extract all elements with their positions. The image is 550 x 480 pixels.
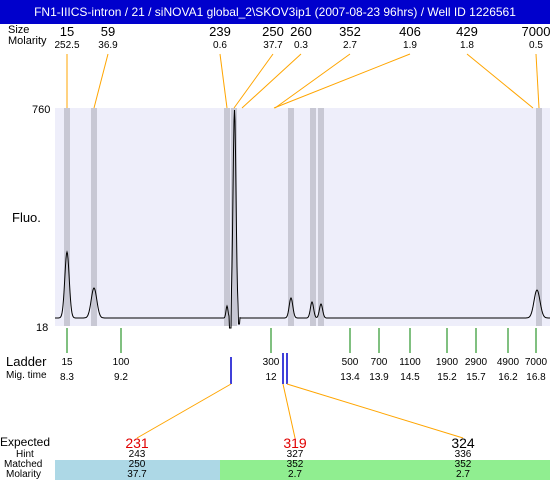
peak-band xyxy=(64,108,70,326)
matched-size: 352 xyxy=(286,459,304,470)
hint-size: 336 xyxy=(454,449,472,460)
peak-connector xyxy=(93,53,109,109)
ladder-time-label: 12 xyxy=(265,372,277,383)
fluorescence-trace xyxy=(55,109,550,329)
expected-size: 319 xyxy=(283,435,307,451)
hint-size: 243 xyxy=(128,449,146,460)
peak-size-label: 250 xyxy=(262,24,284,39)
ladder-size-label: 2900 xyxy=(464,357,488,368)
peak-size-label: 15 xyxy=(59,24,75,39)
matched-molarity: 2.7 xyxy=(288,469,302,480)
peak-connector xyxy=(233,53,274,109)
peak-connector xyxy=(535,53,540,109)
peak-size-label: 352 xyxy=(339,24,361,39)
peak-molarity-label: 37.7 xyxy=(263,40,283,51)
peak-connector xyxy=(274,53,351,109)
expected-connector xyxy=(282,383,296,439)
plot-area xyxy=(55,108,550,326)
ladder-size-label: 100 xyxy=(112,357,130,368)
match-band xyxy=(220,460,550,480)
matched-molarity: 37.7 xyxy=(127,469,147,480)
peak-band xyxy=(536,108,542,326)
peak-connector xyxy=(466,53,534,109)
expected-label: Expected xyxy=(0,435,51,449)
peak-molarity-label: 0.5 xyxy=(529,40,543,51)
ladder-size-label: 300 xyxy=(262,357,280,368)
matched-size: 250 xyxy=(128,459,146,470)
peak-molarity-label: 36.9 xyxy=(98,40,118,51)
matched-label: Matched xyxy=(4,459,43,470)
peak-molarity-label: 0.6 xyxy=(213,40,227,51)
y-max-label: 760 xyxy=(32,104,51,116)
ladder-time-label: 13.9 xyxy=(369,372,389,383)
ladder-size-label: 4900 xyxy=(496,357,520,368)
peak-size-label: 429 xyxy=(456,24,478,39)
expected-molarity-label: Molarity xyxy=(6,469,42,480)
peak-size-label: 260 xyxy=(290,24,312,39)
hint-label: Hint xyxy=(16,449,34,460)
molarity-header-label: Molarity xyxy=(8,35,47,47)
matched-molarity: 2.7 xyxy=(456,469,470,480)
hint-size: 327 xyxy=(286,449,304,460)
ladder-time-label: 16.8 xyxy=(526,372,546,383)
mig-time-label: Mig. time xyxy=(6,370,47,381)
ladder-time-label: 14.5 xyxy=(400,372,420,383)
y-axis-label: Fluo. xyxy=(12,210,41,225)
y-min-label: 18 xyxy=(36,322,49,334)
peak-band xyxy=(231,108,237,326)
peak-connector xyxy=(273,53,411,109)
expected-connector xyxy=(136,383,232,439)
peak-size-label: 239 xyxy=(209,24,231,39)
peak-band xyxy=(288,108,294,326)
ladder-size-label: 15 xyxy=(61,357,73,368)
expected-size: 231 xyxy=(125,435,149,451)
peak-size-label: 59 xyxy=(100,24,116,39)
peak-molarity-label: 252.5 xyxy=(54,40,80,51)
ladder-size-label: 700 xyxy=(370,357,388,368)
peak-band xyxy=(318,108,324,326)
peak-size-label: 7000 xyxy=(521,24,550,39)
peak-molarity-label: 1.9 xyxy=(403,40,417,51)
window-title: FN1-IIICS-intron / 21 / siNOVA1 global_2… xyxy=(0,0,550,24)
ladder-time-label: 15.2 xyxy=(437,372,457,383)
expected-connector xyxy=(286,383,464,439)
ladder-time-label: 13.4 xyxy=(340,372,360,383)
peak-connector xyxy=(219,53,228,109)
ladder-time-label: 16.2 xyxy=(498,372,518,383)
match-band xyxy=(55,460,220,480)
expected-size: 324 xyxy=(451,435,475,451)
peak-molarity-label: 1.8 xyxy=(460,40,474,51)
size-header-label: Size xyxy=(8,24,30,36)
peak-molarity-label: 2.7 xyxy=(343,40,357,51)
peak-molarity-label: 0.3 xyxy=(294,40,308,51)
peak-band xyxy=(91,108,97,326)
ladder-size-label: 1900 xyxy=(435,357,459,368)
ladder-label: Ladder xyxy=(6,354,47,369)
peak-band xyxy=(310,108,316,326)
ladder-size-label: 500 xyxy=(341,357,359,368)
ladder-size-label: 7000 xyxy=(524,357,548,368)
ladder-time-label: 9.2 xyxy=(114,372,128,383)
peak-size-label: 406 xyxy=(399,24,421,39)
peak-connector xyxy=(241,53,302,109)
peak-band xyxy=(224,108,230,326)
ladder-time-label: 8.3 xyxy=(60,372,74,383)
ladder-size-label: 1100 xyxy=(399,357,421,368)
matched-size: 352 xyxy=(454,459,472,470)
ladder-time-label: 15.7 xyxy=(466,372,486,383)
